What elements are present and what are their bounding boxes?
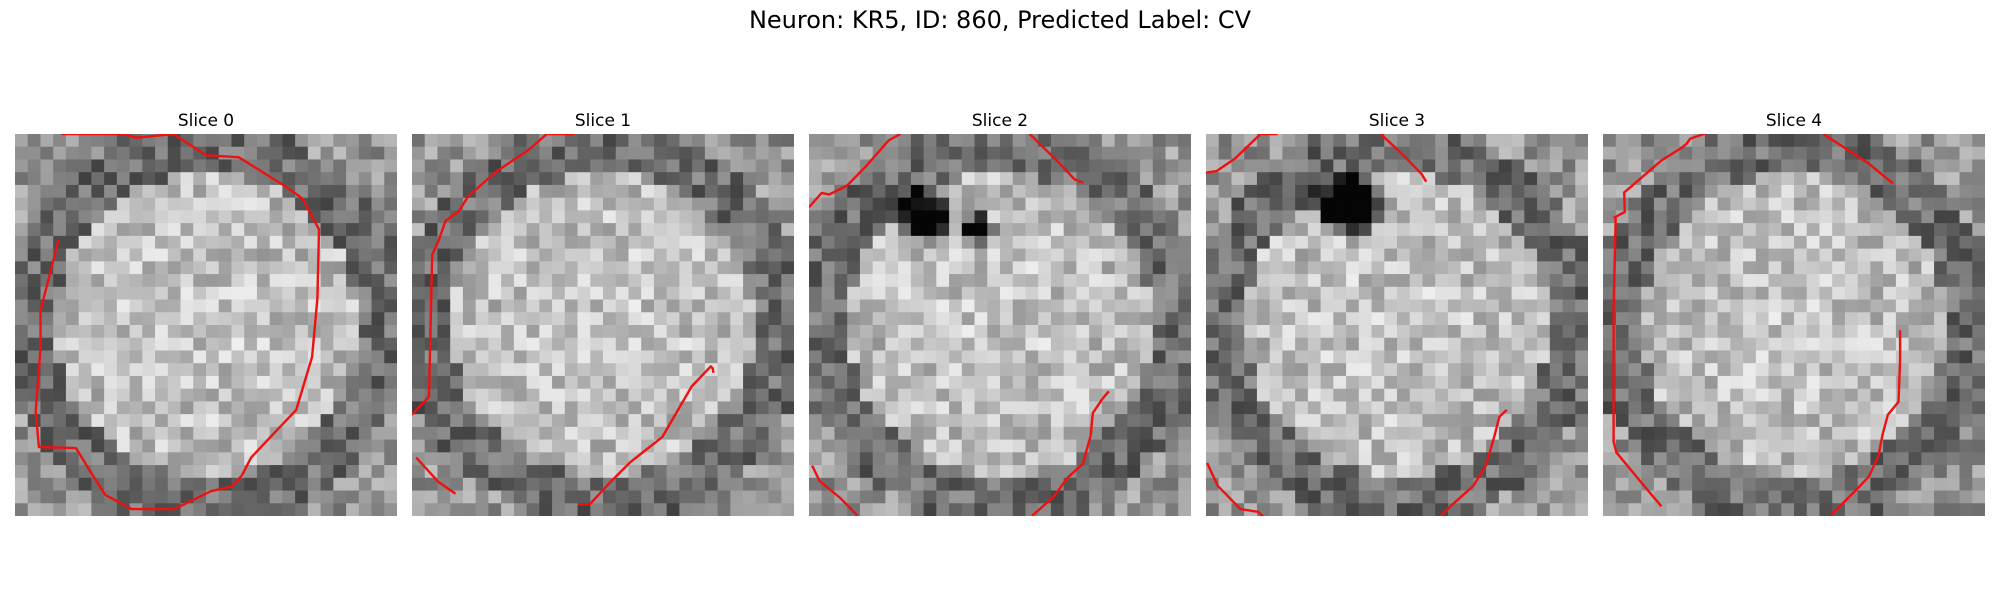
slice-image-0 bbox=[15, 134, 397, 516]
contour-line-3 bbox=[1031, 390, 1110, 516]
contour-line-0 bbox=[809, 134, 901, 208]
contour-line-1 bbox=[415, 456, 457, 495]
contour-line-1 bbox=[1379, 134, 1428, 183]
contour-line-0 bbox=[1206, 134, 1278, 174]
contour-line-3 bbox=[1438, 409, 1508, 516]
contour-line-0 bbox=[34, 134, 321, 511]
contour-line-0 bbox=[412, 134, 575, 416]
slice-panel-4: Slice 4 bbox=[1603, 108, 1985, 516]
pixel-texture bbox=[412, 134, 794, 516]
slice-title-1: Slice 1 bbox=[574, 111, 632, 131]
slice-image-4 bbox=[1603, 134, 1985, 516]
contour-line-2 bbox=[1612, 217, 1663, 508]
slice-title-3: Slice 3 bbox=[1368, 111, 1426, 131]
contour-line-1 bbox=[1822, 134, 1894, 185]
slice-image-2 bbox=[809, 134, 1191, 516]
pixel-texture bbox=[1603, 134, 1985, 516]
contour-line-2 bbox=[1206, 462, 1265, 516]
contour-line-2 bbox=[811, 465, 859, 516]
slice-panel-2: Slice 2 bbox=[809, 108, 1191, 516]
pixel-texture bbox=[15, 134, 397, 516]
contour-line-3 bbox=[1830, 330, 1902, 516]
slice-image-3 bbox=[1206, 134, 1588, 516]
slice-title-2: Slice 2 bbox=[971, 111, 1029, 131]
pixel-texture bbox=[809, 134, 1191, 516]
slice-title-4: Slice 4 bbox=[1765, 111, 1823, 131]
slice-title-0: Slice 0 bbox=[177, 111, 235, 131]
contour-line-1 bbox=[1028, 134, 1084, 184]
figure-title: Neuron: KR5, ID: 860, Predicted Label: C… bbox=[748, 6, 1252, 34]
pixel-texture bbox=[1206, 134, 1588, 516]
contour-line-0 bbox=[1613, 134, 1708, 219]
slice-image-1 bbox=[412, 134, 794, 516]
slice-panel-0: Slice 0 bbox=[15, 108, 397, 516]
slice-panel-3: Slice 3 bbox=[1206, 108, 1588, 516]
contour-line-2 bbox=[577, 365, 715, 506]
slice-panel-1: Slice 1 bbox=[412, 108, 794, 516]
